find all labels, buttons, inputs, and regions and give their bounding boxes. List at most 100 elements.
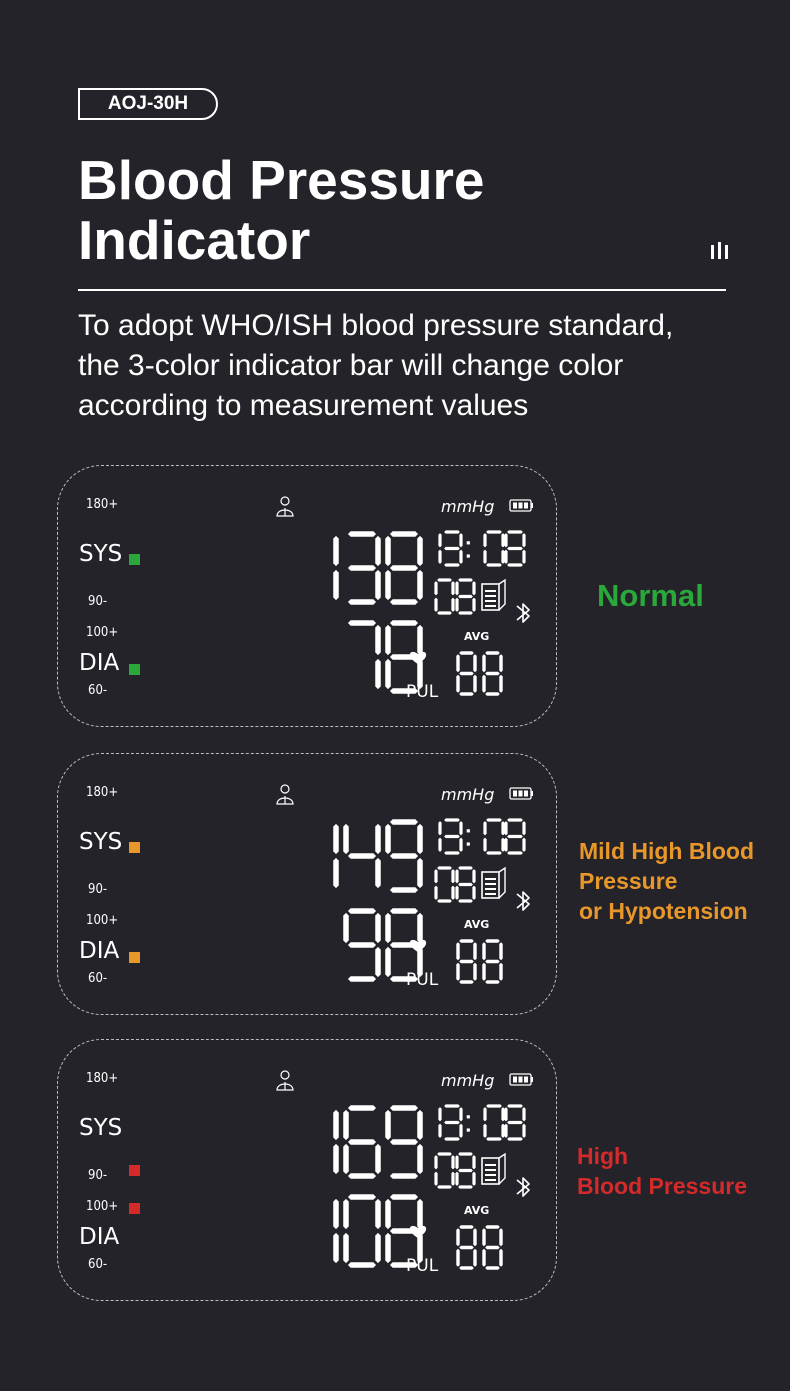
indicator-sys-high (129, 1165, 140, 1176)
status-label: High Blood Pressure (577, 1142, 747, 1202)
title-line-2: Indicator (78, 209, 311, 271)
time-display-digit (438, 533, 442, 564)
battery-icon (509, 1073, 533, 1086)
sys-value-digit (347, 531, 381, 605)
dia-label: DIA (79, 1224, 119, 1250)
sys-scale-high: 180+ (86, 785, 118, 800)
dia-label: DIA (79, 650, 119, 676)
model-badge: AOJ-30H (78, 88, 218, 120)
indicator-dia (129, 664, 140, 675)
sys-label: SYS (79, 829, 122, 855)
sys-value-digit (333, 823, 339, 889)
pulse-value-digit (482, 1225, 503, 1270)
status-label-line-3: or Hypotension (579, 897, 748, 924)
user-icon (276, 1070, 294, 1091)
time-display-digit (444, 818, 463, 855)
memory-number-digit (455, 866, 476, 903)
dia-value-digit (333, 1198, 339, 1264)
page-title: Blood Pressure Indicator (78, 150, 485, 270)
pul-label: PUL (406, 970, 439, 990)
bluetooth-icon (516, 891, 530, 911)
avg-label: AVG (464, 1204, 489, 1217)
time-display-digit (444, 530, 463, 567)
memory-number (434, 866, 476, 903)
status-label-line-2: Blood Pressure (577, 1172, 747, 1199)
time-display-digit (483, 818, 505, 855)
pulse-value (456, 939, 503, 984)
dia-value-digit (385, 620, 423, 694)
memory-number-digit (455, 578, 476, 615)
indicator-sys (129, 554, 140, 565)
sys-value-digit (385, 819, 423, 893)
time-display (438, 818, 526, 855)
indicator-dia (129, 952, 140, 963)
unit-label: mmHg (441, 1071, 494, 1090)
pulse-value (456, 651, 503, 696)
dia-value (347, 620, 423, 694)
pulse-value-digit (482, 651, 503, 696)
status-label: Mild High Blood Pressure or Hypotension (579, 837, 754, 927)
memory-number-digit (434, 578, 455, 615)
dia-scale-high: 100+ (86, 625, 118, 640)
battery-icon (509, 499, 533, 512)
description-line-3: according to measurement values (78, 389, 529, 422)
status-label: Normal (597, 576, 704, 616)
time-display-digit (438, 1107, 442, 1138)
sys-value-digit (333, 535, 339, 601)
heart-icon (409, 651, 427, 664)
unit-label: mmHg (441, 497, 494, 516)
lcd-display: 180+ SYS 90- 100+ DIA 60- mmHg AVG PUL (79, 784, 533, 990)
sys-label: SYS (79, 541, 122, 567)
sys-value-digit (333, 1109, 339, 1175)
memory-icon (481, 1152, 506, 1185)
pulse-value-digit (482, 939, 503, 984)
user-icon (276, 496, 294, 517)
dia-scale-high: 100+ (86, 1199, 118, 1214)
memory-icon (481, 578, 506, 611)
sys-value-digit (343, 823, 381, 889)
sys-value (333, 1105, 423, 1179)
avg-label: AVG (464, 918, 489, 931)
memory-number-digit (455, 1152, 476, 1189)
time-display-digit (504, 1104, 526, 1141)
memory-number (434, 578, 476, 615)
sys-value (333, 531, 423, 605)
sys-value-digit (343, 1105, 381, 1179)
sys-scale-low: 90- (88, 1168, 107, 1183)
memory-number (434, 1152, 476, 1189)
time-display-digit (504, 818, 526, 855)
heart-icon (409, 939, 427, 952)
dia-value-digit (343, 1194, 381, 1268)
sys-value-digit (385, 531, 423, 605)
time-display-digit (483, 1104, 505, 1141)
time-display-digit (438, 821, 442, 852)
pulse-value (456, 1225, 503, 1270)
lcd-panel: 180+ SYS 90- 100+ DIA 60- mmHg AVG PUL (57, 1039, 557, 1301)
lcd-panel: 180+ SYS 90- 100+ DIA 60- mmHg AVG PUL (57, 465, 557, 727)
time-display-digit (504, 530, 526, 567)
memory-number-digit (434, 866, 455, 903)
heart-icon (409, 1225, 427, 1238)
dia-value (343, 908, 423, 982)
sys-scale-low: 90- (88, 882, 107, 897)
dia-label: DIA (79, 938, 119, 964)
title-line-1: Blood Pressure (78, 149, 485, 211)
memory-number-digit (434, 1152, 455, 1189)
avg-label: AVG (464, 630, 489, 643)
brand-logo-icon (711, 242, 728, 259)
lcd-display: 180+ SYS 90- 100+ DIA 60- mmHg AVG PUL (79, 496, 533, 702)
description-line-2: the 3-color indicator bar will change co… (78, 349, 624, 382)
dia-scale-low: 60- (88, 683, 107, 698)
sys-value (333, 819, 423, 893)
bluetooth-icon (516, 603, 530, 623)
status-label-line-1: Mild High Blood (579, 838, 755, 864)
indicator-sys (129, 842, 140, 853)
description: To adopt WHO/ISH blood pressure standard… (78, 306, 778, 426)
dia-value-digit (343, 908, 381, 982)
pul-label: PUL (406, 1256, 439, 1276)
status-label-line-1: High (577, 1143, 629, 1169)
description-line-1: To adopt WHO/ISH blood pressure standard… (78, 309, 674, 342)
pul-label: PUL (406, 682, 439, 702)
divider (78, 289, 726, 291)
pulse-value-digit (456, 939, 477, 984)
